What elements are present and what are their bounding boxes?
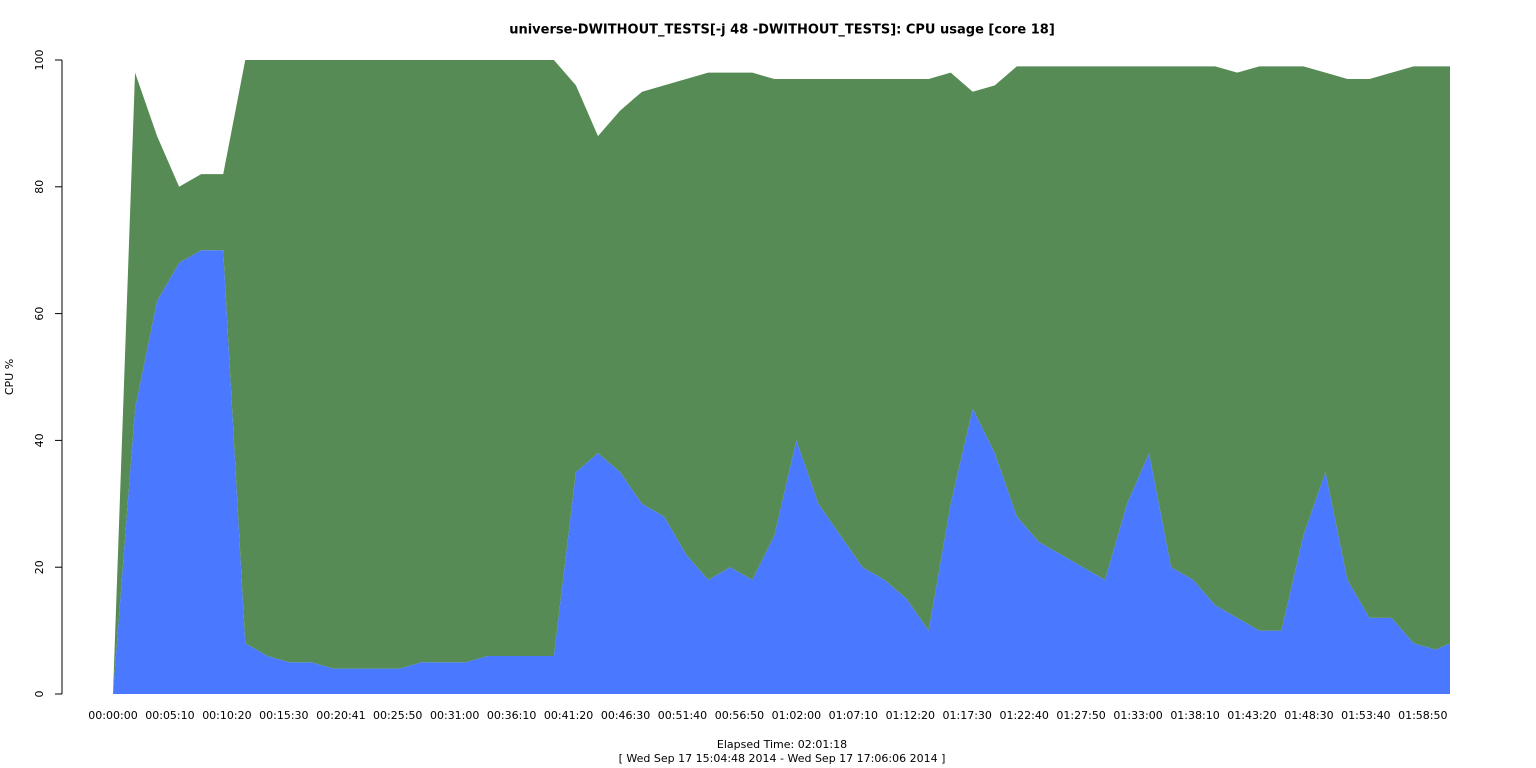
x-tick-label: 00:31:00 <box>430 709 479 722</box>
x-tick-label: 00:20:41 <box>316 709 365 722</box>
y-tick-label: 100 <box>33 50 46 71</box>
x-tick-label: 01:48:30 <box>1284 709 1333 722</box>
x-tick-label: 00:05:10 <box>145 709 194 722</box>
x-tick-label: 00:36:10 <box>487 709 536 722</box>
y-tick-label: 20 <box>33 560 46 574</box>
x-tick-label: 00:46:30 <box>601 709 650 722</box>
x-tick-label: 01:02:00 <box>772 709 821 722</box>
x-tick-label: 01:07:10 <box>829 709 878 722</box>
x-tick-label: 01:12:20 <box>886 709 935 722</box>
x-tick-label: 01:43:20 <box>1227 709 1276 722</box>
x-tick-label: 01:58:50 <box>1398 709 1447 722</box>
x-tick-label: 01:27:50 <box>1056 709 1105 722</box>
area <box>113 60 1450 694</box>
x-tick-label: 00:10:20 <box>202 709 251 722</box>
x-tick-label: 01:22:40 <box>999 709 1048 722</box>
x-tick-label: 01:33:00 <box>1113 709 1162 722</box>
x-tick-label: 00:00:00 <box>88 709 137 722</box>
chart-title: universe-DWITHOUT_TESTS[-j 48 -DWITHOUT_… <box>509 23 1055 38</box>
x-tick-label: 00:15:30 <box>259 709 308 722</box>
x-tick-label: 01:53:40 <box>1341 709 1390 722</box>
y-tick-label: 40 <box>33 433 46 447</box>
x-tick-label: 00:25:50 <box>373 709 422 722</box>
x-tick-label: 01:17:30 <box>943 709 992 722</box>
x-tick-label: 01:38:10 <box>1170 709 1219 722</box>
area <box>113 250 1450 694</box>
x-tick-label: 00:41:20 <box>544 709 593 722</box>
y-tick-label: 60 <box>33 307 46 321</box>
subtitle: [ Wed Sep 17 15:04:48 2014 - Wed Sep 17 … <box>619 752 946 765</box>
y-tick-label: 0 <box>33 691 46 698</box>
y-tick-label: 80 <box>33 180 46 194</box>
y-axis-label: CPU % <box>3 359 16 395</box>
x-tick-label: 00:51:40 <box>658 709 707 722</box>
x-axis-label: Elapsed Time: 02:01:18 <box>717 738 847 751</box>
x-tick-label: 00:56:50 <box>715 709 764 722</box>
